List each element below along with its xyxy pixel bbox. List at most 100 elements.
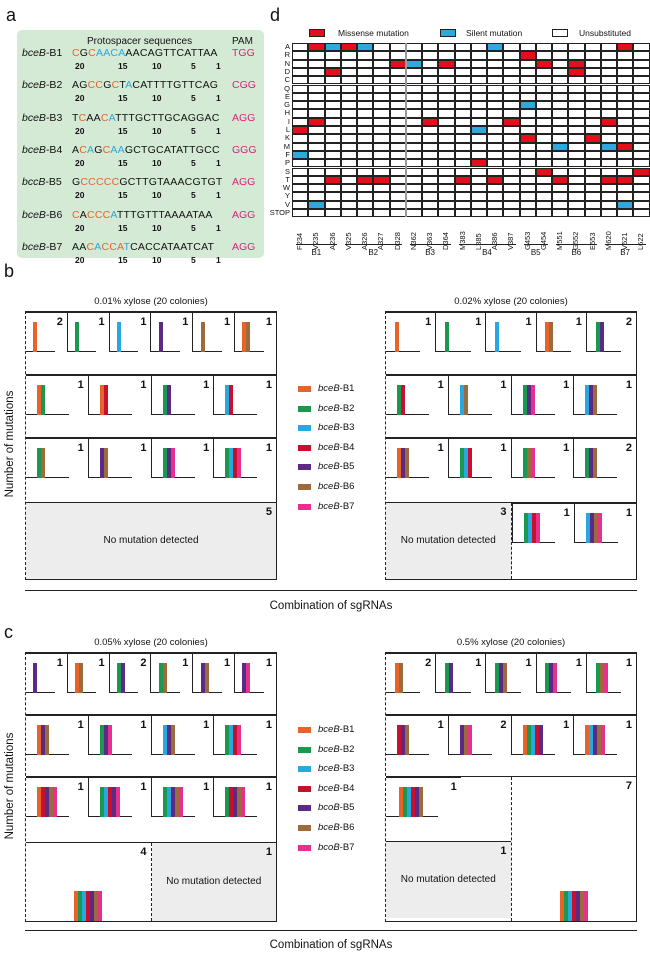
- heatmap-cell: [438, 109, 455, 118]
- colony-count: 2: [425, 657, 432, 669]
- heatmap-cell: [324, 142, 341, 151]
- mutation-bars: [585, 448, 598, 478]
- bar-bceB-B2: [523, 513, 528, 543]
- gene-name: bceB: [22, 79, 46, 92]
- heatmap-cell-missense: [568, 67, 585, 77]
- heatmap-cell: [389, 134, 406, 143]
- nucleotide: T: [157, 111, 165, 124]
- heatmap-cell: [600, 126, 617, 135]
- bar-bceB-B3: [225, 385, 230, 415]
- gene-name: bcoB: [318, 802, 340, 814]
- nucleotide: A: [160, 240, 168, 253]
- colony-count: 1: [475, 316, 482, 328]
- heatmap-cell: [308, 159, 325, 168]
- heatmap-cell: [324, 101, 341, 110]
- plot-box: 2 1 1 1 1 1 2 1 1 1 1 No mutation detected 7: [385, 652, 637, 922]
- heatmap-cell: [600, 167, 617, 176]
- nucleotide: G: [173, 79, 182, 92]
- bar-bceB-B3: [589, 725, 594, 755]
- heatmap-cell-missense: [584, 134, 601, 143]
- heatmap-cell: [422, 59, 439, 68]
- heatmap-cell: [519, 43, 536, 52]
- heatmap-cell: [357, 192, 374, 201]
- nucleotide: G: [196, 111, 205, 124]
- heatmap-cell: [600, 101, 617, 110]
- bar-bceB-B4: [86, 891, 91, 921]
- nucleotide: A: [95, 47, 104, 59]
- heatmap-cell: [633, 142, 650, 151]
- heatmap-cell: [503, 76, 520, 85]
- heatmap-cell: [568, 200, 585, 209]
- heatmap-cell: [470, 51, 487, 60]
- mutation-row: 1 1 1 1: [26, 777, 276, 843]
- combination-tile: 1: [510, 715, 574, 755]
- x-axis-line-c: [25, 930, 637, 931]
- heatmap-cell: [470, 209, 487, 218]
- legend-label: bceB-B4: [318, 442, 354, 453]
- heatmap-cell: [487, 142, 504, 151]
- heatmap-cell: [340, 117, 357, 126]
- heatmap-cell: [438, 200, 455, 209]
- guide-suffix: -B7: [45, 240, 63, 253]
- nucleotide: C: [110, 47, 119, 59]
- nucleotide: A: [125, 79, 133, 92]
- heatmap-cell: [535, 209, 552, 218]
- heatmap-cell-silent: [617, 200, 634, 209]
- bar-bceB-B6: [549, 322, 554, 352]
- heatmap-cell: [422, 101, 439, 110]
- gene-name: bceB: [22, 240, 46, 253]
- heatmap-cell: [324, 109, 341, 118]
- nucleotide: T: [158, 208, 165, 221]
- nucleotide: A: [87, 143, 95, 156]
- heatmap-cell: [503, 51, 520, 60]
- mutation-bars: [495, 663, 508, 693]
- heatmap-cell: [584, 209, 601, 218]
- colony-count: 1: [182, 657, 189, 669]
- heatmap-cell: [535, 159, 552, 168]
- heatmap-cell: [600, 59, 617, 68]
- gene-name: bceB: [318, 422, 340, 434]
- heatmap-cell-silent: [470, 126, 487, 135]
- position-number: 20: [75, 125, 85, 136]
- tile-baseline: [109, 351, 139, 352]
- bar-bceB-B2: [403, 787, 408, 817]
- bar-bceB-B2: [495, 663, 500, 693]
- bar-bceB-B6: [174, 787, 179, 817]
- bar-bceB-B2: [99, 787, 104, 817]
- nucleotide: A: [201, 240, 208, 253]
- heatmap-cell: [357, 59, 374, 68]
- combination-tile: 1: [435, 312, 486, 352]
- heatmap-cell-missense: [519, 51, 536, 60]
- position-number: 15: [118, 254, 128, 265]
- nucleotide: C: [87, 208, 95, 221]
- bar-bceB-B6: [597, 725, 602, 755]
- bar-bceB-B7: [553, 663, 558, 693]
- group-label: B7: [620, 248, 631, 258]
- heatmap-cell-silent: [308, 200, 325, 209]
- nucleotide: G: [207, 176, 216, 189]
- heatmap-cell: [405, 209, 422, 218]
- heatmap-cell: [292, 209, 309, 218]
- mutation-bars: [99, 725, 112, 755]
- heatmap-cell: [568, 134, 585, 143]
- protospacer-row: bceB-B6 CACCCATTTGTTTAAAATAA AGG 20 15 10 5 1: [22, 209, 262, 239]
- position-number: 20: [75, 93, 85, 104]
- mutation-bars: [445, 322, 450, 352]
- heatmap-cell: [340, 126, 357, 135]
- bar-bceB-B2: [522, 448, 527, 478]
- heatmap-cell: [633, 192, 650, 201]
- silent-legend-swatch: [440, 29, 456, 37]
- nucleotide: C: [184, 176, 193, 189]
- heatmap-cell: [373, 126, 390, 135]
- position-number: 15: [118, 157, 128, 168]
- colony-count: 1: [77, 781, 84, 793]
- heatmap-cell: [454, 209, 471, 218]
- heatmap-cell: [292, 167, 309, 176]
- colony-count: 1: [625, 719, 632, 731]
- colony-count: 1: [98, 316, 105, 328]
- protospacer-sequence: CGCAACAAACAGTTCATTAA: [72, 47, 218, 59]
- bar-bceB-B2: [595, 322, 600, 352]
- nucleotide: G: [72, 176, 81, 189]
- heatmap-cell: [405, 67, 422, 77]
